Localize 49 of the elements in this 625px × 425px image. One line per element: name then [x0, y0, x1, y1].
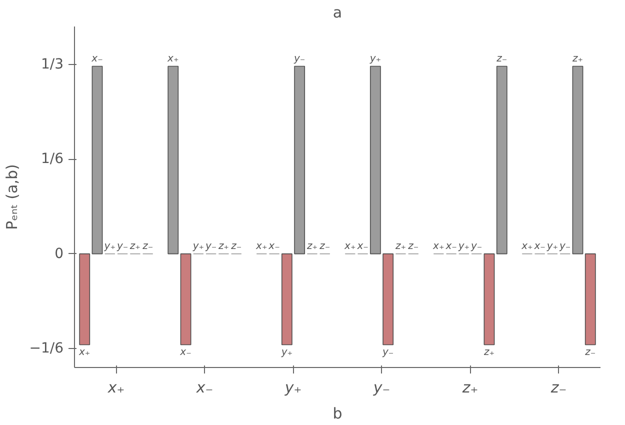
- series-label: y₋: [292, 53, 306, 64]
- text: z₊: [306, 240, 318, 252]
- text: y₋: [382, 346, 394, 358]
- text: y₊: [370, 53, 382, 64]
- x-tick-label: z₊: [461, 378, 478, 396]
- x2-axis-title: a: [332, 4, 342, 22]
- text: y₋: [205, 240, 217, 252]
- x-tick-label: x₋: [195, 378, 214, 396]
- text: z₋: [408, 240, 419, 252]
- series-label: x₋: [533, 240, 546, 252]
- text: x₋: [92, 53, 103, 64]
- text: x₋: [357, 240, 368, 252]
- text: z₊: [218, 240, 229, 252]
- y-tick-label: −1/6: [29, 340, 64, 357]
- text: x₋: [180, 346, 192, 358]
- text: x₋: [446, 240, 457, 252]
- text: z₋: [142, 240, 154, 252]
- text: x₊: [433, 240, 444, 252]
- text: z₊: [395, 240, 406, 252]
- text: x₊: [522, 240, 533, 252]
- text: z₋: [320, 240, 330, 252]
- series-label: z₊: [128, 240, 140, 252]
- text: x₋: [268, 240, 280, 252]
- text: x₊: [344, 240, 356, 252]
- text: z₋: [231, 240, 242, 252]
- text: z₋: [585, 346, 596, 358]
- x-tick-label: x₊: [106, 378, 125, 396]
- text: x₊: [168, 53, 179, 64]
- text: y₋: [560, 240, 571, 252]
- text: z₊: [572, 53, 584, 64]
- text: y₊: [192, 240, 204, 252]
- series-label: x₊: [255, 240, 268, 252]
- text: y₋: [116, 240, 128, 252]
- text: y₊: [281, 346, 293, 358]
- x-axis-title: b: [332, 404, 342, 422]
- text: z₊: [484, 346, 494, 358]
- x-tick-label: y₊: [284, 378, 302, 396]
- text: y₋: [470, 240, 482, 252]
- x-tick-label: z₋: [550, 378, 567, 396]
- text: y₊: [546, 240, 558, 252]
- y-tick-label: 1/3: [40, 56, 64, 72]
- y-tick-label: 1/6: [40, 151, 64, 168]
- text: x₊: [79, 346, 90, 358]
- y-axis-title: Pₑₙₜ (a,b): [3, 164, 22, 230]
- y-tick-label: 0: [54, 246, 64, 262]
- series-label: z₋: [496, 53, 508, 64]
- x-tick-label: y₋: [372, 378, 390, 396]
- text: y₊: [104, 240, 116, 252]
- series-label: y₊: [457, 240, 470, 252]
